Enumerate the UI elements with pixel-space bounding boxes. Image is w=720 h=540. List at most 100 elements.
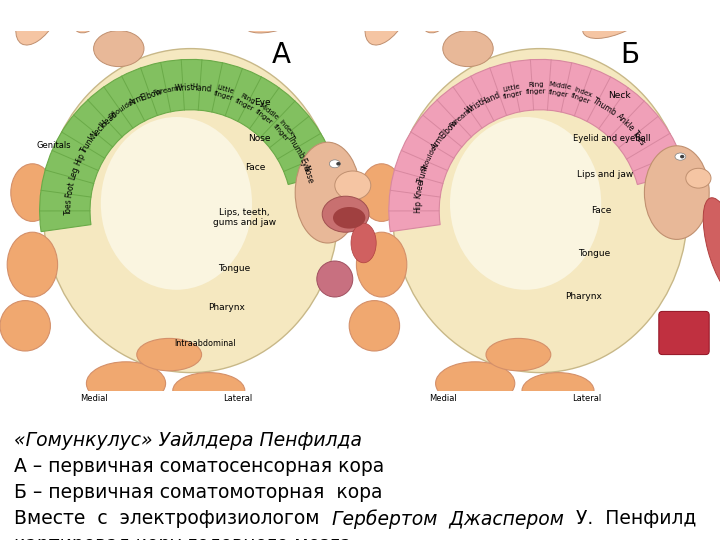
Text: Lateral: Lateral [572, 394, 601, 403]
Text: А: А [271, 42, 290, 70]
Ellipse shape [317, 261, 353, 297]
Text: Wrist: Wrist [464, 98, 486, 116]
Text: Hip: Hip [413, 200, 423, 213]
Text: У.  Пенфилд: У. Пенфилд [564, 509, 696, 528]
Ellipse shape [351, 223, 377, 263]
Text: Б: Б [621, 42, 639, 70]
Text: Ring
finger: Ring finger [234, 91, 258, 112]
Text: Б – первичная соматомоторная  кора: Б – первичная соматомоторная кора [14, 483, 383, 502]
Text: Trunk: Trunk [78, 133, 98, 155]
Ellipse shape [7, 232, 58, 297]
Text: Medial: Medial [80, 394, 107, 403]
Text: Lips and jaw: Lips and jaw [577, 170, 633, 179]
Text: Pharynx: Pharynx [208, 303, 246, 312]
FancyBboxPatch shape [659, 312, 709, 355]
Ellipse shape [450, 117, 601, 290]
Ellipse shape [486, 339, 551, 371]
Text: Thumb: Thumb [285, 134, 307, 161]
Ellipse shape [335, 171, 371, 200]
Text: Head: Head [99, 110, 120, 130]
Ellipse shape [330, 160, 340, 168]
Ellipse shape [333, 207, 366, 228]
Text: Hand: Hand [479, 91, 501, 107]
Text: Hand: Hand [191, 83, 212, 94]
Ellipse shape [680, 155, 684, 158]
Text: Face: Face [246, 163, 266, 172]
Text: Knee: Knee [413, 179, 426, 200]
Text: Little
finger: Little finger [213, 84, 236, 102]
Text: Middle
finger: Middle finger [546, 82, 572, 98]
Text: Index
finger: Index finger [271, 118, 294, 143]
Wedge shape [389, 59, 686, 232]
Ellipse shape [323, 196, 369, 232]
Ellipse shape [336, 162, 341, 166]
Ellipse shape [16, 0, 63, 45]
Text: Pharynx: Pharynx [564, 293, 602, 301]
Text: «Гомункулус» Уайлдера Пенфилда: «Гомункулус» Уайлдера Пенфилда [14, 431, 362, 450]
Text: Toes: Toes [631, 129, 647, 148]
Ellipse shape [647, 0, 672, 7]
Ellipse shape [11, 164, 54, 221]
Text: Nose: Nose [301, 164, 315, 185]
Text: Shoulder: Shoulder [108, 98, 137, 120]
Text: Trunk: Trunk [416, 161, 431, 184]
Ellipse shape [419, 0, 459, 33]
Text: Lips, teeth,
gums and jaw: Lips, teeth, gums and jaw [213, 208, 276, 227]
Text: Face: Face [591, 206, 611, 215]
Ellipse shape [582, 0, 656, 38]
Text: Medial: Medial [429, 394, 456, 403]
Text: Little
finger: Little finger [501, 83, 524, 100]
Ellipse shape [365, 0, 413, 45]
Text: Foot: Foot [64, 180, 76, 198]
Ellipse shape [243, 0, 318, 33]
Text: картировал кору головного мозга: картировал кору головного мозга [14, 535, 352, 540]
Text: Arm: Arm [431, 133, 446, 151]
Text: Eyelid and eyeball: Eyelid and eyeball [573, 134, 651, 143]
Text: А – первичная соматосенсорная кора: А – первичная соматосенсорная кора [14, 457, 384, 476]
Ellipse shape [436, 362, 515, 405]
Text: Elbow: Elbow [139, 87, 163, 103]
Text: Wrist: Wrist [174, 83, 194, 93]
Ellipse shape [94, 31, 144, 66]
Text: Elbow: Elbow [438, 117, 460, 140]
Text: Shoulder: Shoulder [420, 141, 439, 172]
Ellipse shape [443, 31, 493, 66]
Ellipse shape [43, 49, 338, 373]
Ellipse shape [70, 0, 110, 33]
Text: Toes: Toes [63, 198, 73, 215]
Text: Thumb: Thumb [591, 96, 618, 118]
Text: Ring
finger: Ring finger [526, 82, 546, 95]
Text: Intraabdominal: Intraabdominal [174, 339, 236, 348]
Ellipse shape [0, 301, 50, 351]
Text: Eye: Eye [297, 157, 311, 173]
Text: Hip: Hip [73, 151, 86, 167]
Ellipse shape [522, 373, 594, 409]
Text: Tongue: Tongue [218, 264, 250, 273]
Text: Leg: Leg [68, 165, 81, 181]
Text: Forearm: Forearm [153, 85, 182, 96]
Ellipse shape [295, 142, 360, 243]
Text: Genitals: Genitals [37, 141, 71, 150]
Ellipse shape [703, 198, 720, 295]
Ellipse shape [360, 164, 403, 221]
Text: Neck: Neck [608, 91, 631, 100]
Text: Lateral: Lateral [223, 394, 252, 403]
Ellipse shape [86, 362, 166, 405]
Ellipse shape [675, 153, 685, 160]
Text: Index
finger: Index finger [570, 86, 594, 105]
Text: Tongue: Tongue [578, 249, 610, 258]
Text: Forearm: Forearm [449, 105, 474, 129]
Ellipse shape [101, 117, 252, 290]
Text: Middle
finger: Middle finger [253, 102, 279, 126]
Text: Nose: Nose [248, 134, 271, 143]
Ellipse shape [173, 373, 245, 409]
Ellipse shape [644, 146, 709, 239]
Ellipse shape [356, 232, 407, 297]
Wedge shape [40, 59, 337, 232]
Text: Neck: Neck [89, 120, 108, 140]
Text: Eye: Eye [254, 98, 271, 107]
Text: Гербертом  Джаспером: Гербертом Джаспером [332, 509, 564, 529]
Ellipse shape [392, 49, 688, 373]
Ellipse shape [311, 0, 337, 7]
Text: Вместе  с  электрофизиологом: Вместе с электрофизиологом [14, 509, 332, 528]
